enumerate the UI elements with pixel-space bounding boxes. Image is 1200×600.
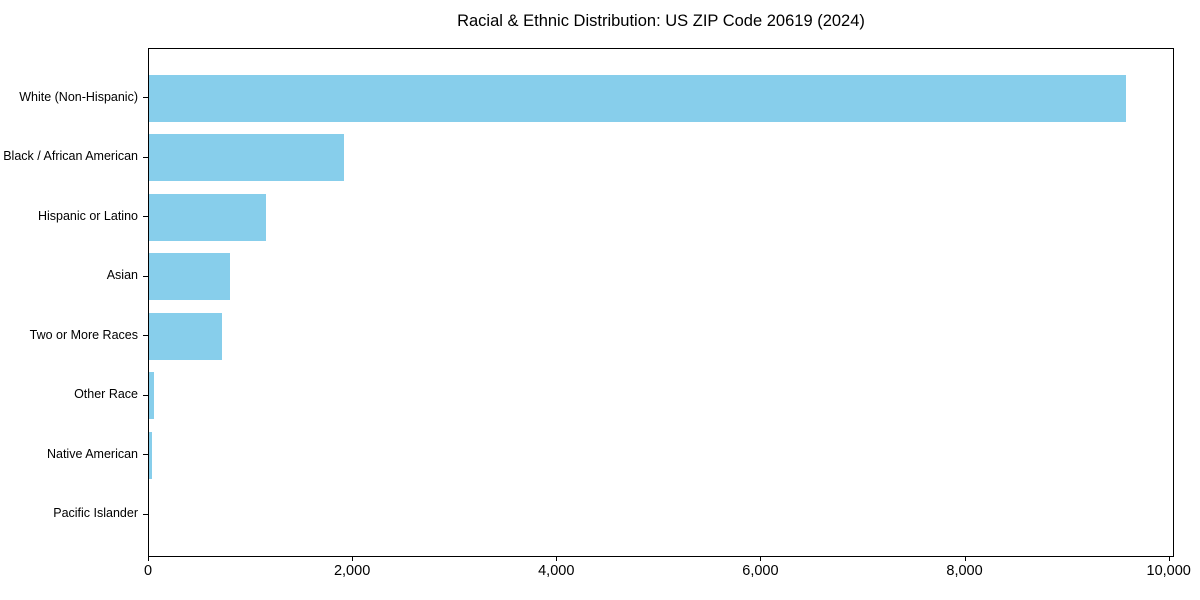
bar-black-african-american <box>149 134 344 182</box>
bar-native-american <box>149 431 153 479</box>
x-tick-label-4-000: 4,000 <box>538 563 575 579</box>
plot-area <box>148 48 1174 557</box>
x-tick-mark <box>148 557 149 561</box>
x-tick-mark <box>556 557 558 561</box>
bar-other-race <box>149 372 154 420</box>
y-tick-mark <box>143 156 148 158</box>
y-tick-label-pacific-islander: Pacific Islander <box>53 506 138 521</box>
y-tick-mark <box>143 513 148 515</box>
bar-asian <box>149 253 230 301</box>
y-tick-mark <box>143 454 148 456</box>
y-tick-mark <box>143 335 148 337</box>
y-tick-label-black-african-american: Black / African American <box>3 149 138 164</box>
bar-hispanic-or-latino <box>149 193 266 241</box>
y-tick-mark <box>143 216 148 218</box>
bar-two-or-more-races <box>149 312 223 360</box>
x-tick-label-10-000: 10,000 <box>1146 563 1191 579</box>
bar-white-non-hispanic <box>149 74 1126 122</box>
y-tick-label-native-american: Native American <box>46 446 138 461</box>
y-tick-label-asian: Asian <box>106 268 138 283</box>
y-tick-label-hispanic-or-latino: Hispanic or Latino <box>37 208 138 223</box>
y-tick-label-other-race: Other Race <box>74 387 138 402</box>
y-tick-label-two-or-more-races: Two or More Races <box>29 327 138 342</box>
x-tick-label-6-000: 6,000 <box>742 563 779 579</box>
y-tick-mark <box>143 97 148 98</box>
y-tick-label-white-non-hispanic: White (Non-Hispanic) <box>19 89 138 104</box>
x-tick-label-8-000: 8,000 <box>946 563 983 579</box>
y-tick-mark <box>143 275 148 277</box>
x-tick-mark <box>1168 557 1170 561</box>
chart-title: Racial & Ethnic Distribution: US ZIP Cod… <box>457 12 865 30</box>
y-tick-mark <box>143 394 148 396</box>
x-tick-label-0: 0 <box>143 563 153 579</box>
x-tick-mark <box>964 557 966 561</box>
x-tick-label-2-000: 2,000 <box>333 563 371 579</box>
x-tick-mark <box>352 557 354 561</box>
x-tick-mark <box>760 557 762 561</box>
